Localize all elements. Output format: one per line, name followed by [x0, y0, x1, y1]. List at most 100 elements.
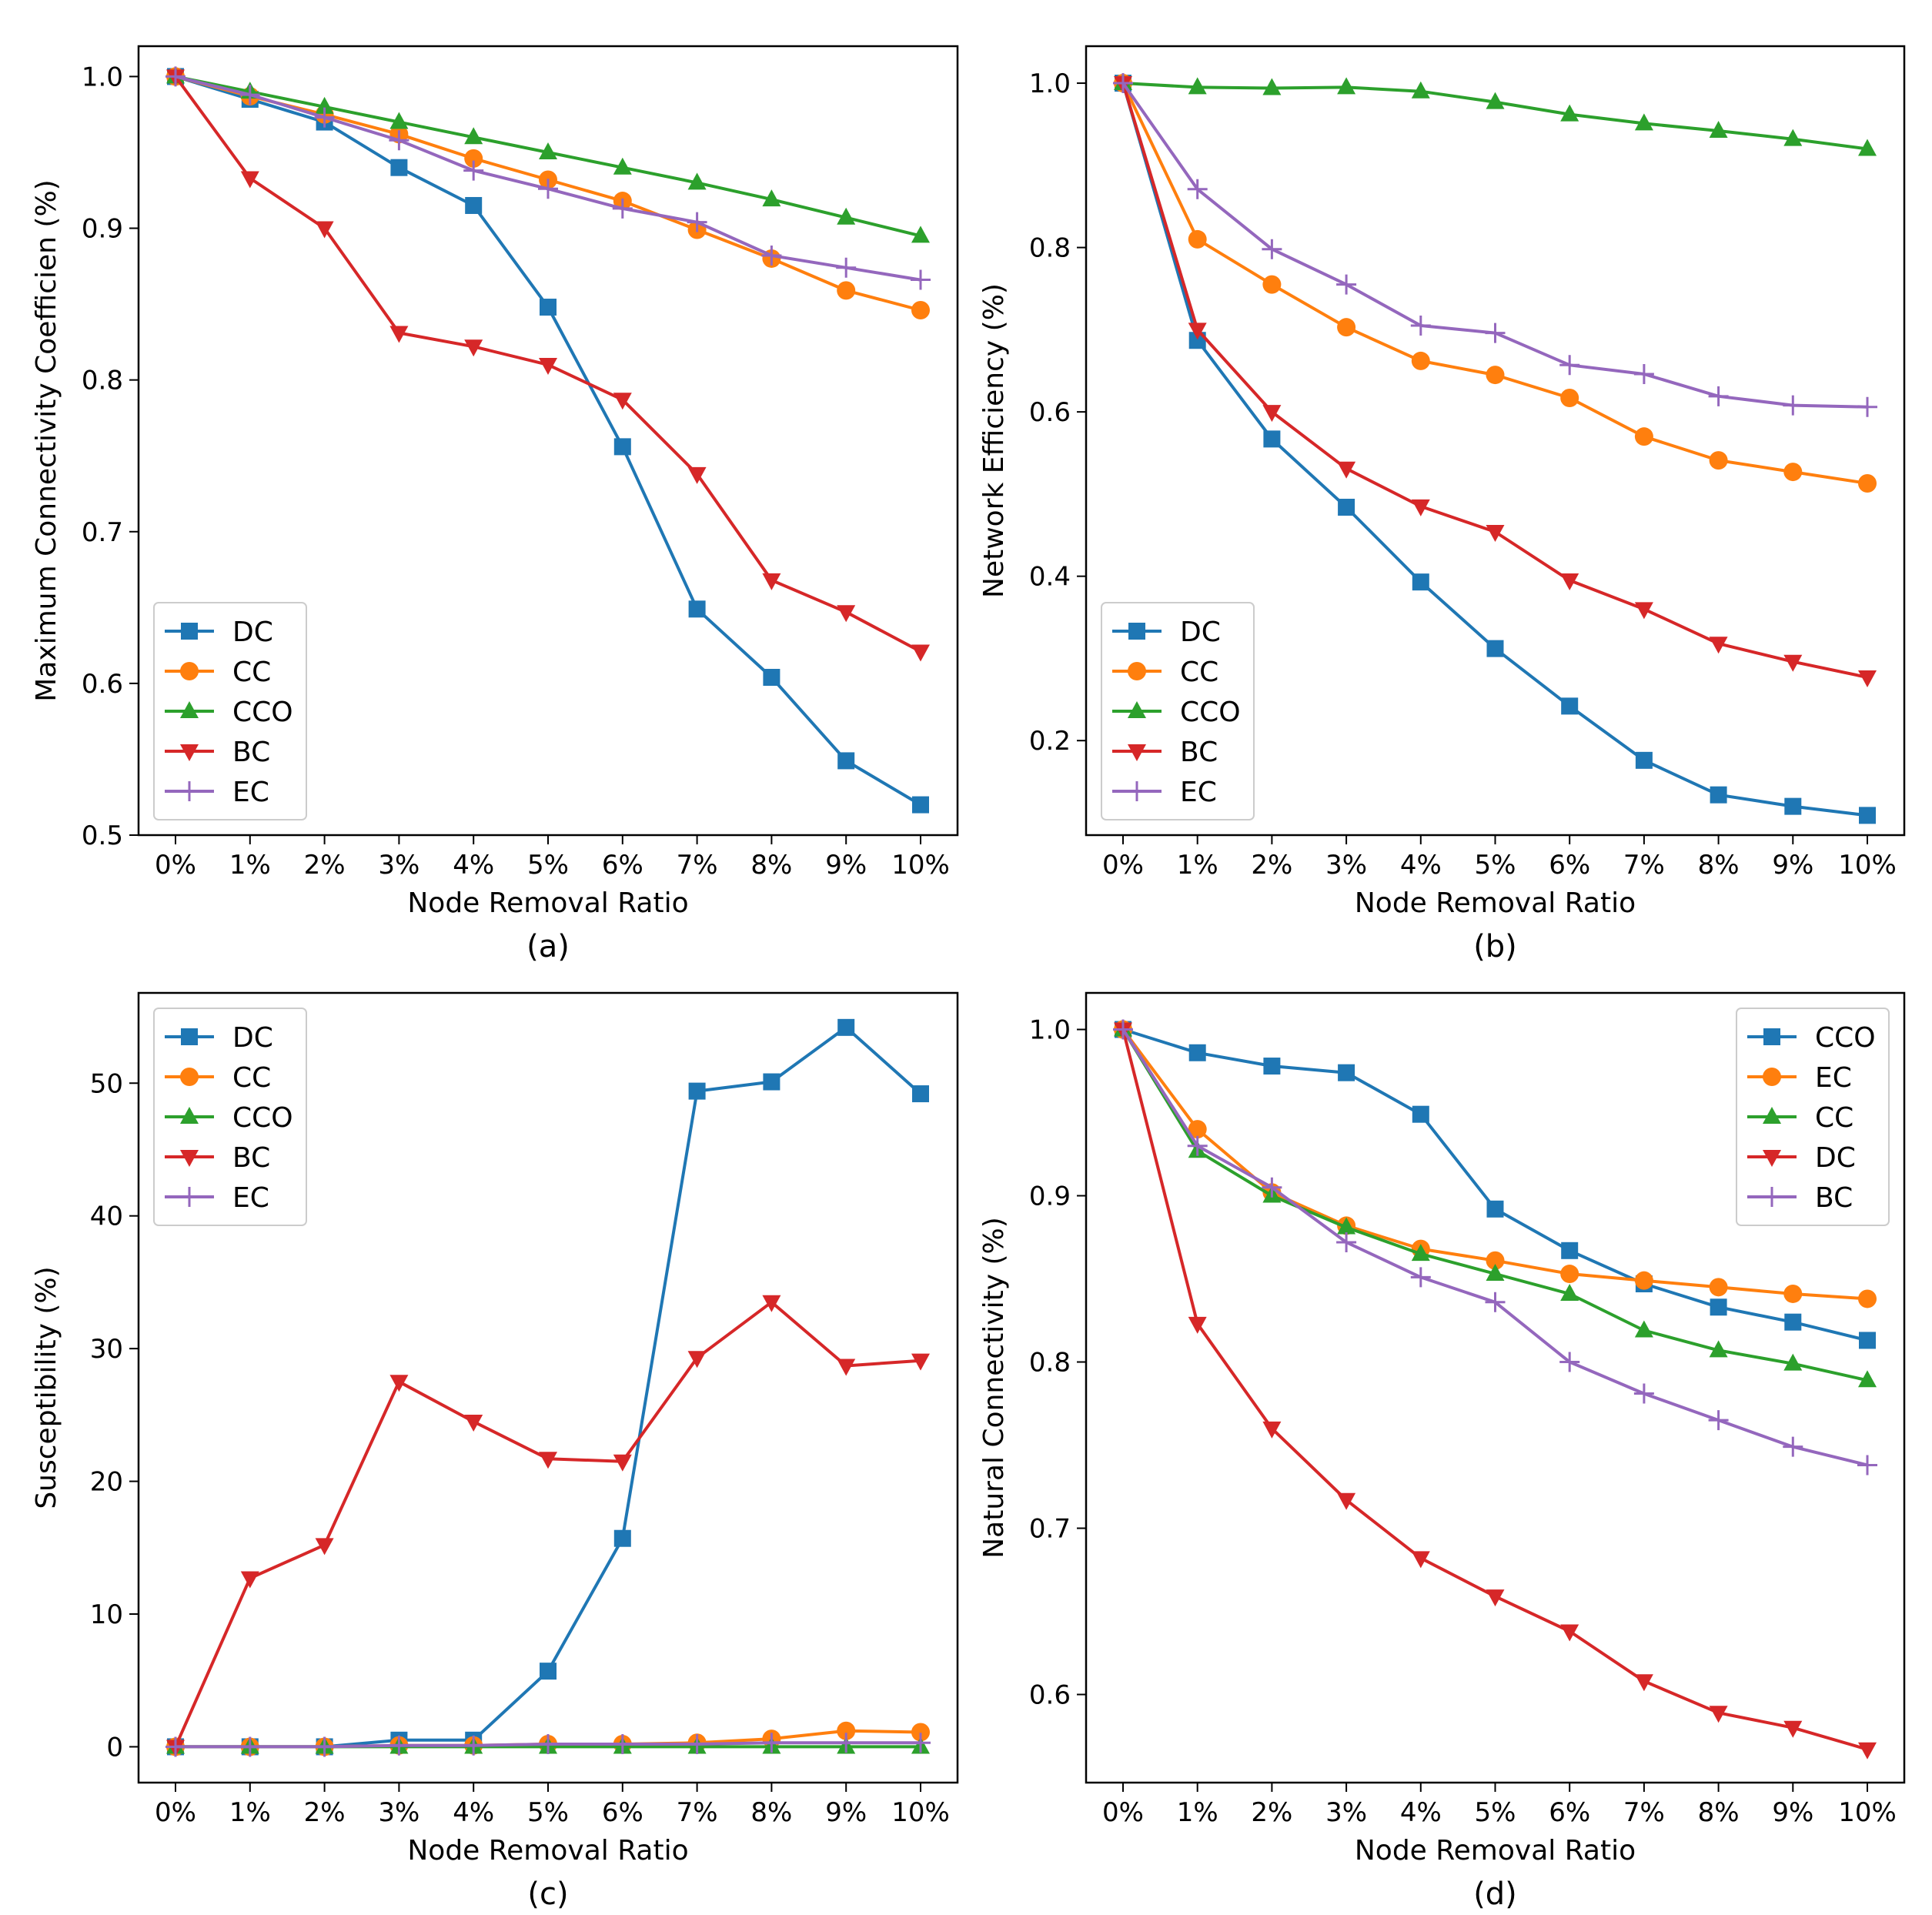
panel-d-y-tick-label-4: 1.0	[1029, 1015, 1071, 1046]
panel-a-point-cc-9	[837, 281, 856, 300]
panel-d-x-tick-label-2: 2%	[1251, 1797, 1292, 1828]
panel-c-y-tick-label-5: 50	[90, 1068, 123, 1099]
panel-b-point-cco-7	[1634, 113, 1653, 131]
panel-c-y-tick-label-4: 40	[90, 1201, 123, 1232]
panel-d-x-tick-label-1: 1%	[1177, 1797, 1218, 1828]
panel-a-x-tick-label-4: 4%	[453, 850, 494, 881]
panel-c-point-dc-8	[763, 1073, 780, 1091]
panel-c-point-dc-9	[837, 1018, 855, 1036]
panel-a-point-cco-5	[539, 142, 557, 159]
panel-a-legend-marker-ec	[179, 781, 199, 801]
panel-a-legend-label-dc: DC	[232, 617, 273, 648]
panel-a-point-bc-4	[464, 339, 483, 357]
panel-a-point-cco-7	[687, 172, 707, 190]
panel-d-point-cc-9	[1783, 1353, 1803, 1371]
panel-b-x-tick-label-10: 10%	[1838, 850, 1897, 881]
panel-b-point-bc-5	[1486, 525, 1505, 543]
panel-a-point-cc-4	[464, 149, 483, 168]
panel-a-point-bc-7	[687, 466, 707, 484]
panel-a-legend-label-ec: EC	[232, 777, 269, 808]
panel-d-point-dc-9	[1783, 1720, 1803, 1738]
panel-a-x-tick-label-8: 8%	[750, 850, 792, 881]
panel-b-x-tick-label-2: 2%	[1251, 850, 1292, 881]
panel-b-point-cco-8	[1709, 120, 1728, 138]
panel-a-point-ec-4	[463, 160, 484, 181]
panel-b-legend-marker-cco	[1128, 701, 1146, 718]
panel-c-legend-marker-cco	[180, 1107, 199, 1124]
panel-a-point-ec-2	[314, 107, 335, 128]
panel-d-point-cc-5	[1486, 1264, 1505, 1282]
panel-c-point-ec-0	[165, 1736, 186, 1757]
panel-c-legend-label-cc: CC	[232, 1062, 271, 1094]
panel-b-point-cco-6	[1560, 104, 1579, 122]
panel-d-point-cc-3	[1337, 1217, 1356, 1235]
panel-d-point-cco-1	[1188, 1044, 1206, 1061]
panel-d-y-tick-label-3: 0.9	[1029, 1181, 1071, 1212]
panel-a-point-dc-4	[465, 196, 483, 214]
panel-d-legend-label-cco: CCO	[1815, 1022, 1876, 1054]
panel-c-point-ec-3	[389, 1735, 409, 1756]
panel-a-y-tick-label-3: 0.8	[82, 366, 123, 396]
panel-c-legend-marker-dc	[181, 1028, 198, 1045]
panel-a-point-ec-0	[165, 66, 186, 87]
panel-b-point-dc-5	[1486, 640, 1504, 657]
panel-d-point-dc-3	[1337, 1492, 1356, 1510]
panel-d-point-bc-8	[1708, 1410, 1729, 1431]
panel-a-point-ec-8	[761, 246, 782, 266]
panel-c-point-ec-9	[836, 1733, 857, 1753]
panel-b-legend-box	[1101, 602, 1255, 820]
panel-a-legend-label-cc: CC	[232, 657, 271, 688]
panel-d-legend-marker-cco	[1763, 1028, 1780, 1045]
panel-c-point-bc-9	[837, 1359, 856, 1376]
panel-d-point-cco-9	[1784, 1313, 1802, 1331]
panel-b-point-ec-2	[1262, 239, 1282, 259]
panel-d-point-ec-8	[1709, 1278, 1728, 1297]
panel-b-legend: DC CC CCO BC EC	[1101, 602, 1255, 820]
panel-d-legend-marker-ec	[1763, 1068, 1781, 1086]
panel-b-y-tick-label-2: 0.6	[1029, 397, 1071, 428]
panel-c-y-tick-label-2: 20	[90, 1467, 123, 1498]
panel-a-x-tick-label-2: 2%	[304, 850, 346, 881]
panel-d-point-dc-6	[1560, 1624, 1579, 1642]
panel-b-point-ec-4	[1410, 316, 1431, 336]
panel-a-point-cco-3	[389, 112, 409, 129]
panel-a-y-axis-label: Maximum Connectivity Coefficien (%)	[31, 179, 62, 701]
panel-c-legend-box	[153, 1008, 307, 1226]
panel-d-point-bc-4	[1410, 1267, 1431, 1288]
panel-a-x-tick-label-0: 0%	[155, 850, 196, 881]
panel-c-y-tick-label-0: 0	[106, 1732, 123, 1763]
panel-d-point-dc-7	[1634, 1674, 1653, 1692]
panel-b-caption: (b)	[1473, 929, 1517, 964]
panel-b-point-cc-7	[1634, 427, 1653, 446]
panel-d-point-cco-6	[1561, 1242, 1579, 1259]
panel-d-point-bc-10	[1857, 1455, 1877, 1476]
panel-d-point-ec-6	[1560, 1265, 1579, 1284]
panel-d-point-cc-7	[1634, 1320, 1653, 1338]
panel-a-y-tick-label-4: 0.9	[82, 214, 123, 245]
panel-a-point-cco-9	[837, 207, 856, 225]
panel-b-point-ec-0	[1113, 73, 1133, 94]
panel-b-legend-label-ec: EC	[1180, 777, 1217, 808]
panel-b-x-axis-label: Node Removal Ratio	[1355, 887, 1636, 919]
panel-a-legend-label-bc: BC	[232, 737, 270, 768]
panel-b-point-bc-3	[1337, 461, 1356, 479]
panel-a-point-ec-7	[687, 212, 707, 232]
panel-a-legend-marker-cc	[180, 662, 199, 680]
panel-c-y-tick-label-3: 30	[90, 1334, 123, 1365]
panel-b-point-ec-9	[1783, 395, 1803, 416]
panel-d-x-tick-label-9: 9%	[1772, 1797, 1813, 1828]
panel-b-point-cc-10	[1858, 474, 1877, 493]
panel-a-caption: (a)	[526, 929, 570, 964]
panel-b-point-cco-5	[1486, 92, 1505, 109]
panel-b-legend-marker-cc	[1128, 662, 1146, 680]
panel-a-point-cco-2	[315, 96, 334, 114]
panel-d-y-axis-label: Natural Connectivity (%)	[978, 1217, 1010, 1559]
panel-a-x-tick-label-3: 3%	[378, 850, 419, 881]
panel-d-point-bc-0	[1113, 1019, 1133, 1040]
panel-a-legend-marker-dc	[181, 623, 198, 640]
panel-b-point-ec-3	[1336, 274, 1357, 295]
panel-d-x-tick-label-0: 0%	[1102, 1797, 1144, 1828]
panel-c-legend-marker-ec	[179, 1187, 199, 1207]
panel-b-point-cc-2	[1262, 275, 1282, 294]
panel-a-y-tick-label-2: 0.7	[82, 517, 123, 548]
